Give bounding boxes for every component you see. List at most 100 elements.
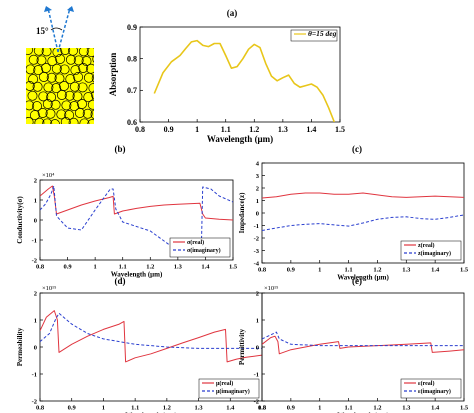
legend: z(real)z(imaginary) <box>400 240 462 261</box>
x-tick-label: 1.4 <box>431 405 440 412</box>
x-tick-label: 0.9 <box>68 405 77 412</box>
particle <box>64 110 75 121</box>
axis-scale-label: ×10⁴ <box>42 172 55 179</box>
x-tick-label: 1 <box>318 405 321 412</box>
particle <box>83 72 94 83</box>
particle <box>26 48 33 55</box>
y-tick-label: 0 <box>256 210 259 217</box>
y-tick-label: 1 <box>256 317 259 324</box>
panel-label: (b) <box>115 144 126 154</box>
x-tick-label: 0.8 <box>135 125 145 134</box>
x-tick-label: 1 <box>102 405 105 412</box>
y-tick-label: 0.7 <box>127 86 137 95</box>
x-tick-label: 1.5 <box>229 264 238 271</box>
x-tick-label: 0.8 <box>258 267 267 274</box>
particle <box>46 72 57 83</box>
particle <box>52 48 63 58</box>
particle <box>26 117 34 124</box>
y-tick-label: 1 <box>34 197 37 204</box>
y-tick-label: -1 <box>254 223 259 230</box>
particle <box>45 108 56 119</box>
inset-illustration: 15° <box>26 6 94 124</box>
x-axis-label: Wavelength (μm) <box>337 274 389 282</box>
x-tick-label: 1.2 <box>163 405 171 412</box>
legend-label: μ(real) <box>216 380 233 387</box>
series-line-0 <box>262 192 464 199</box>
legend-label: θ=15 deg <box>308 29 337 38</box>
legend-box <box>400 240 462 261</box>
x-tick-label: 1.3 <box>402 267 411 274</box>
particle <box>29 110 40 121</box>
panel-d: (d)0.80.911.11.21.31.41.5-2-1012Waveleng… <box>16 276 267 413</box>
panel-label: (a) <box>227 8 238 18</box>
x-tick-label: 1.2 <box>249 125 259 134</box>
x-tick-label: 1.5 <box>460 405 469 412</box>
panel-label: (e) <box>352 276 362 286</box>
x-tick-label: 1.1 <box>345 405 353 412</box>
particle <box>64 90 75 101</box>
series-line-1 <box>262 331 464 347</box>
particle <box>88 83 94 94</box>
particle <box>56 90 67 100</box>
beam-1-arrowhead-icon <box>44 6 52 12</box>
particle <box>55 54 66 64</box>
y-tick-label: 2 <box>34 290 37 297</box>
particle <box>78 63 89 73</box>
particle <box>73 72 84 82</box>
x-tick-label: 1.4 <box>306 125 316 134</box>
x-tick-label: 1 <box>195 125 199 134</box>
particle <box>78 48 89 57</box>
particle <box>50 99 61 110</box>
x-tick-label: 0.9 <box>164 125 174 134</box>
particle <box>56 109 67 120</box>
particle <box>34 117 45 124</box>
particle <box>42 118 53 124</box>
particle <box>91 74 94 83</box>
y-axis-label: Permeability <box>16 327 24 366</box>
x-tick-label: 0.9 <box>64 264 73 271</box>
y-tick-label: -1 <box>254 371 259 378</box>
y-tick-label: -4 <box>254 260 260 267</box>
particle <box>70 65 81 76</box>
panel-label: (d) <box>115 276 126 286</box>
particle <box>28 54 39 65</box>
y-tick-label: 4 <box>256 160 260 167</box>
legend-label: μ(imaginary) <box>216 388 250 395</box>
series-line-0 <box>40 185 233 221</box>
legend: θ=15 deg <box>290 29 338 42</box>
y-tick-label: 1 <box>34 317 37 324</box>
legend: σ(real)σ(imaginary) <box>169 237 231 258</box>
legend-label: ε(imaginary) <box>418 388 451 395</box>
series-line-1 <box>262 214 464 231</box>
y-tick-label: -2 <box>254 235 259 242</box>
particle <box>51 63 62 74</box>
particle <box>54 73 65 84</box>
x-tick-label: 1.5 <box>460 267 469 274</box>
legend-box <box>198 378 260 399</box>
x-tick-label: 1.4 <box>226 405 235 412</box>
y-tick-label: 3 <box>256 173 260 180</box>
y-tick-label: -2 <box>32 398 37 405</box>
y-tick-label: 0.9 <box>127 23 137 32</box>
particle <box>92 55 94 63</box>
particle <box>60 48 71 55</box>
series-line-0 <box>153 39 336 122</box>
y-tick-label: 1 <box>256 198 259 205</box>
x-tick-label: 1.5 <box>258 405 267 412</box>
x-tick-label: 1.5 <box>335 125 345 134</box>
plot-frame <box>139 26 341 123</box>
particle <box>47 56 58 67</box>
x-tick-label: 1.4 <box>431 267 440 274</box>
particle <box>69 101 80 112</box>
x-tick-label: 1.3 <box>174 264 183 271</box>
particle <box>72 91 83 102</box>
particle <box>43 82 54 93</box>
particle <box>61 100 72 111</box>
particle <box>82 108 93 119</box>
y-tick-label: -2 <box>32 257 37 264</box>
axis-scale-label: ×10¹⁵ <box>42 285 56 292</box>
incident-beam-1 <box>47 7 59 53</box>
y-tick-label: 2 <box>34 177 37 184</box>
series-line-1 <box>40 312 262 349</box>
